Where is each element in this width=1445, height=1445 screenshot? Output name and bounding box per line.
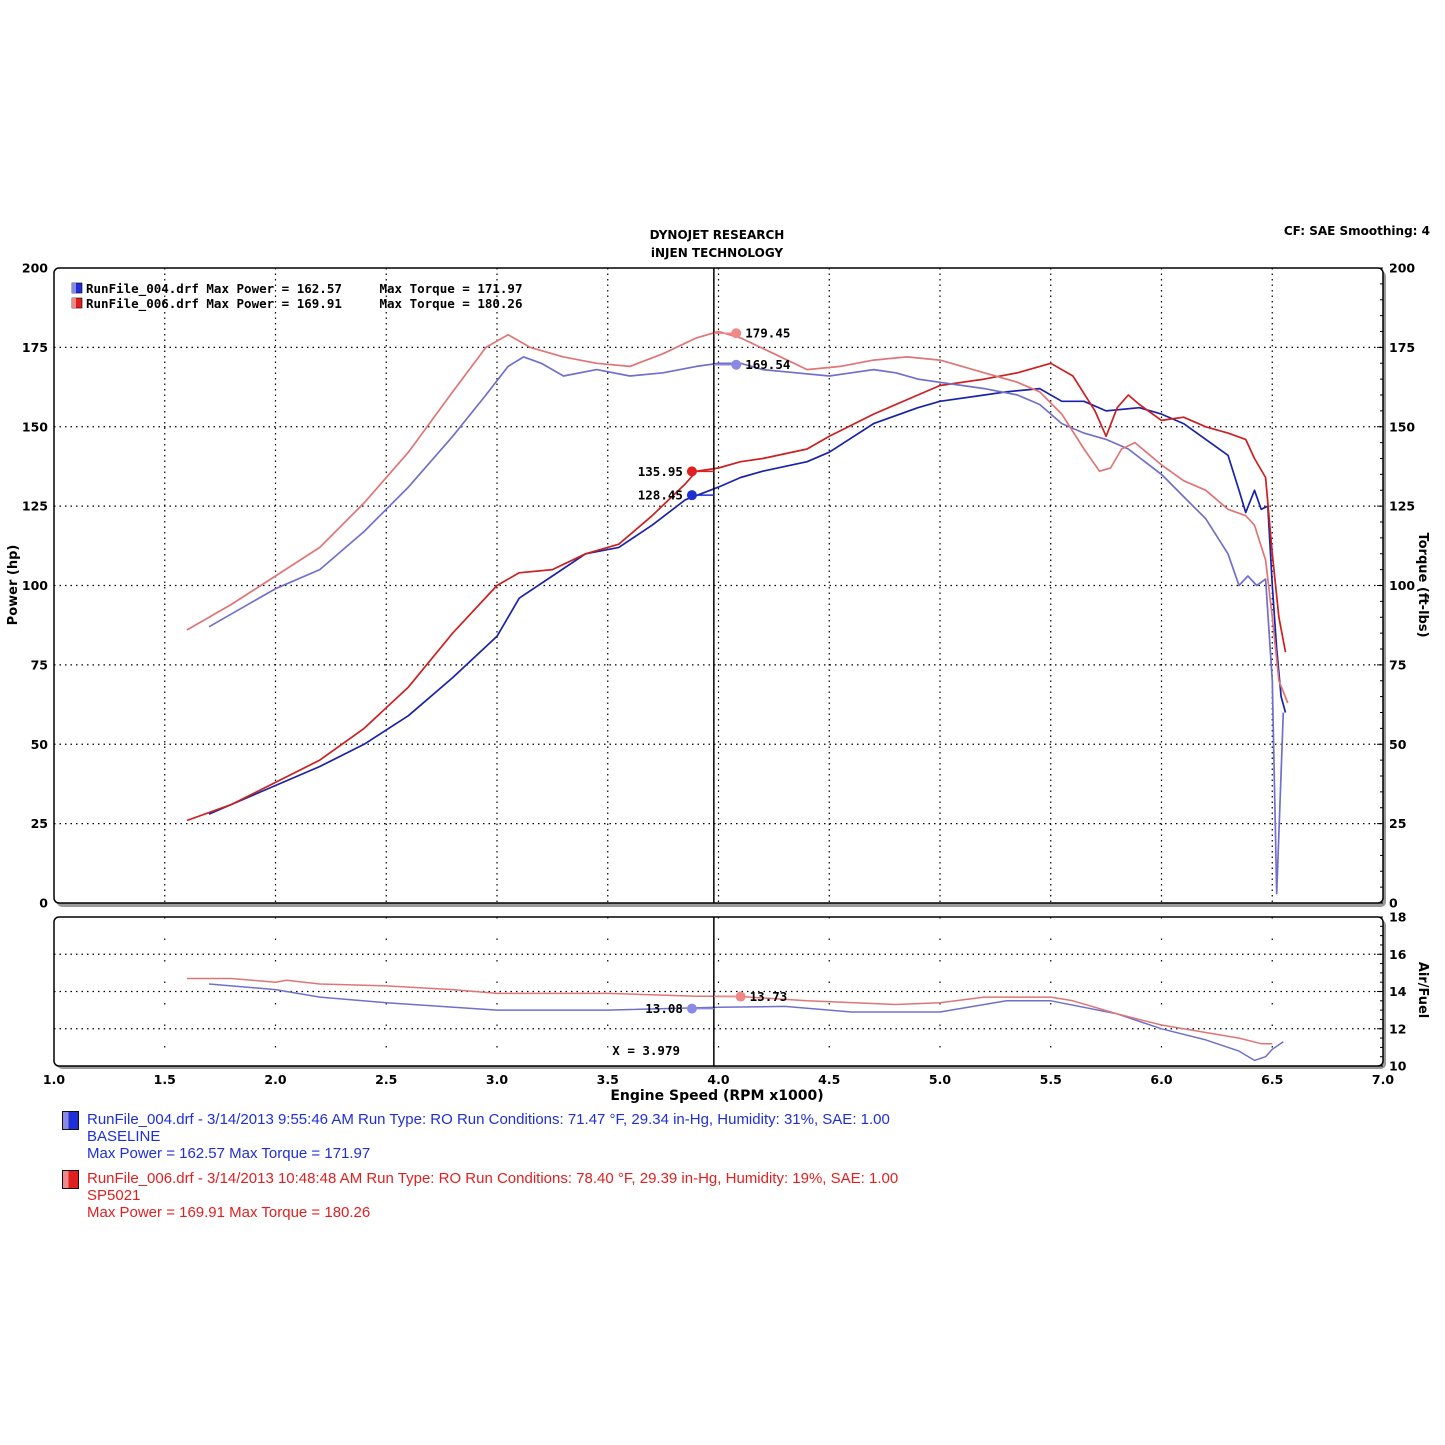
legend-run2-max: Max Power = 169.91 Max Torque = 180.26: [87, 1204, 371, 1221]
series-line-power: [186, 362, 1287, 822]
y-tick-label-right: 50: [1389, 737, 1407, 752]
y-tick-label-left: 175: [22, 340, 48, 355]
legend-run1-max: Max Power = 162.57 Max Torque = 171.97: [87, 1145, 371, 1162]
series-line-torque: [208, 356, 1285, 895]
marker-dot: [731, 359, 742, 370]
marker-label: 179.45: [745, 326, 790, 341]
y-tick-label-right: 25: [1389, 816, 1406, 831]
y-axis-label-power: Power (hp): [6, 545, 21, 626]
marker-label: 13.08: [645, 1001, 683, 1016]
x-tick-label: 7.0: [1372, 1072, 1394, 1087]
y-tick-label-right: 150: [1389, 419, 1415, 434]
x-tick-label: 5.5: [1040, 1072, 1062, 1087]
y-tick-label-right: 100: [1389, 578, 1415, 593]
y-tick-label-left: 75: [31, 657, 48, 672]
legend-run2-name: SP5021: [87, 1187, 141, 1204]
legend-swatch-run2: [62, 1170, 79, 1189]
x-tick-label: 2.5: [375, 1072, 397, 1087]
x-tick-label: 5.0: [929, 1072, 951, 1087]
af-grid: [54, 916, 1383, 1067]
marker-label: 135.95: [638, 464, 683, 479]
y-tick-label-right: 75: [1389, 657, 1406, 672]
y-tick-label-left: 25: [31, 816, 48, 831]
series-line-power: [208, 387, 1287, 815]
marker-dot: [686, 466, 697, 477]
y-tick-label-left: 200: [22, 261, 48, 276]
inline-legend-run2: RunFile_006.drf Max Power = 169.91 Max T…: [86, 296, 523, 312]
x-tick-label: 4.5: [818, 1072, 840, 1087]
y-tick-label-left: 125: [22, 499, 48, 514]
cursor-x-label: X = 3.979: [612, 1043, 680, 1058]
marker-dot: [686, 1003, 697, 1014]
y-tick-label-right: 200: [1389, 261, 1415, 276]
marker-label: 13.73: [750, 989, 788, 1004]
series-lines: [186, 330, 1289, 1062]
legend-run1-name: BASELINE: [87, 1128, 161, 1145]
marker-dot: [686, 490, 697, 501]
x-tick-label: 6.5: [1261, 1072, 1283, 1087]
main-grid: [54, 267, 1383, 904]
y-tick-label-left: 150: [22, 419, 48, 434]
af-series-line: [208, 983, 1284, 1062]
y-tick-label-left: 0: [39, 896, 48, 911]
marker-dot: [735, 991, 746, 1002]
legend-run2-details: RunFile_006.drf - 3/14/2013 10:48:48 AM …: [87, 1170, 899, 1187]
y-tick-label-left: 100: [22, 578, 48, 593]
x-tick-label: 3.5: [597, 1072, 619, 1087]
y-axis-label-torque: Torque (ft-lbs): [1415, 532, 1430, 637]
marker-dot: [731, 328, 742, 339]
af-series-line: [186, 977, 1273, 1045]
x-tick-label: 6.0: [1150, 1072, 1172, 1087]
y-tick-label-right: 0: [1389, 896, 1398, 911]
marker-label: 128.45: [638, 488, 683, 503]
y-tick-label-right: 175: [1389, 340, 1415, 355]
legend-run1-details: RunFile_004.drf - 3/14/2013 9:55:46 AM R…: [87, 1111, 890, 1128]
af-tick-label: 12: [1389, 1021, 1406, 1036]
y-axis-label-air-fuel: Air/Fuel: [1415, 962, 1430, 1018]
af-tick-label: 18: [1389, 910, 1406, 925]
x-tick-label: 1.0: [43, 1072, 65, 1087]
legend-swatch-run1: [62, 1111, 79, 1130]
marker-label: 169.54: [745, 357, 790, 372]
af-tick-label: 14: [1389, 984, 1407, 999]
inline-legend-run1: RunFile_004.drf Max Power = 162.57 Max T…: [86, 281, 523, 297]
x-axis-label: Engine Speed (RPM x1000): [610, 1088, 823, 1104]
x-tick-label: 2.0: [264, 1072, 286, 1087]
af-tick-label: 10: [1389, 1059, 1407, 1074]
chart-title-line2: iNJEN TECHNOLOGY: [651, 246, 784, 260]
x-tick-label: 3.0: [486, 1072, 508, 1087]
tick-labels: 1.0 1.5 2.0 2.5 3.0 3.5 4.0 4.5 5.0 5.5 6.0 6.5 7.0 0…: [22, 261, 1415, 1088]
x-tick-label: 1.5: [154, 1072, 176, 1087]
markers: 179.45 169.54 135.95 128.45 13.73 13.08: [638, 326, 791, 1016]
y-tick-label-right: 125: [1389, 499, 1415, 514]
chart-title-line1: DYNOJET RESEARCH: [650, 228, 785, 242]
x-tick-label: 4.0: [707, 1072, 729, 1087]
cf-smoothing-label: CF: SAE Smoothing: 4: [1284, 224, 1430, 238]
af-tick-label: 16: [1389, 947, 1407, 962]
series-line-torque: [186, 330, 1289, 704]
y-tick-label-left: 50: [31, 737, 49, 752]
